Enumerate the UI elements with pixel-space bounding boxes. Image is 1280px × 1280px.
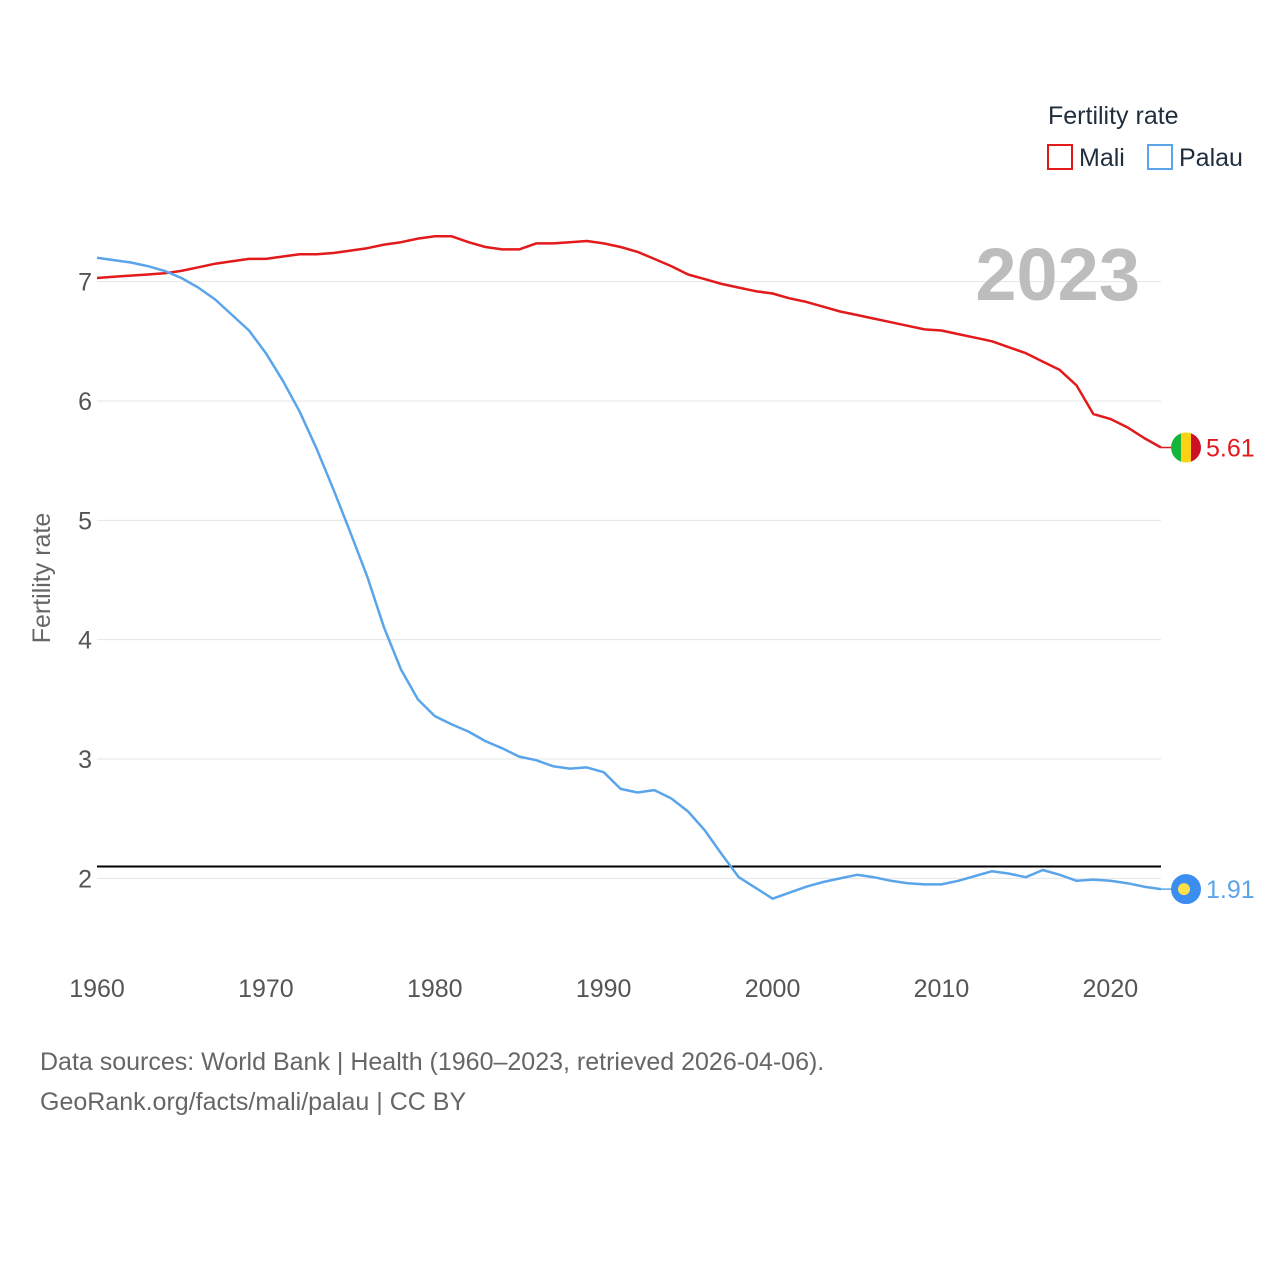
x-tick-label: 1960 [69, 975, 125, 1003]
legend-item-palau[interactable]: Palau [1147, 144, 1243, 172]
grid-layer [97, 281, 1161, 879]
endpoint-layer: 5.61 1.91 [1161, 432, 1255, 905]
y-tick-label: 4 [78, 627, 92, 655]
legend-label-mali: Mali [1079, 144, 1125, 172]
flag-icon-mali [1171, 432, 1201, 463]
y-tick-label: 5 [78, 507, 92, 535]
series-layer [96, 235, 1162, 900]
year-label: 2023 [975, 233, 1140, 316]
y-tick-label: 6 [78, 388, 92, 416]
x-tick-label: 1970 [238, 975, 294, 1003]
credit-link[interactable]: GeoRank.org/facts/mali/palau | CC BY [40, 1088, 467, 1116]
footer: Data sources: World Bank | Health (1960–… [40, 1042, 824, 1122]
series-line-mali[interactable] [96, 235, 1162, 449]
series-line-palau[interactable] [96, 256, 1162, 900]
legend: Fertility rate Mali Palau [1047, 102, 1243, 172]
data-sources-text: Data sources: World Bank | Health (1960–… [40, 1048, 825, 1076]
x-tick-label: 1990 [576, 975, 632, 1003]
y-tick-label: 7 [78, 269, 92, 297]
y-axis-title: Fertility rate [28, 513, 56, 644]
x-tick-label: 2010 [914, 975, 970, 1003]
flag-icon-palau [1171, 874, 1201, 905]
end-value-label-mali: 5.61 [1206, 435, 1255, 463]
legend-swatch-palau [1147, 144, 1173, 170]
y-tick-label: 2 [78, 865, 92, 893]
legend-title: Fertility rate [1048, 102, 1179, 130]
x-tick-label: 2020 [1083, 975, 1139, 1003]
x-tick-label: 1980 [407, 975, 463, 1003]
axis-layer: 2 3 4 5 6 7 1960 1970 1980 1990 2000 2010 2020 [69, 269, 1138, 1003]
legend-label-palau: Palau [1179, 144, 1243, 172]
y-tick-label: 3 [78, 746, 92, 774]
x-tick-label: 2000 [745, 975, 801, 1003]
legend-swatch-mali [1047, 144, 1073, 170]
legend-item-mali[interactable]: Mali [1047, 144, 1125, 172]
end-value-label-palau: 1.91 [1206, 876, 1255, 904]
